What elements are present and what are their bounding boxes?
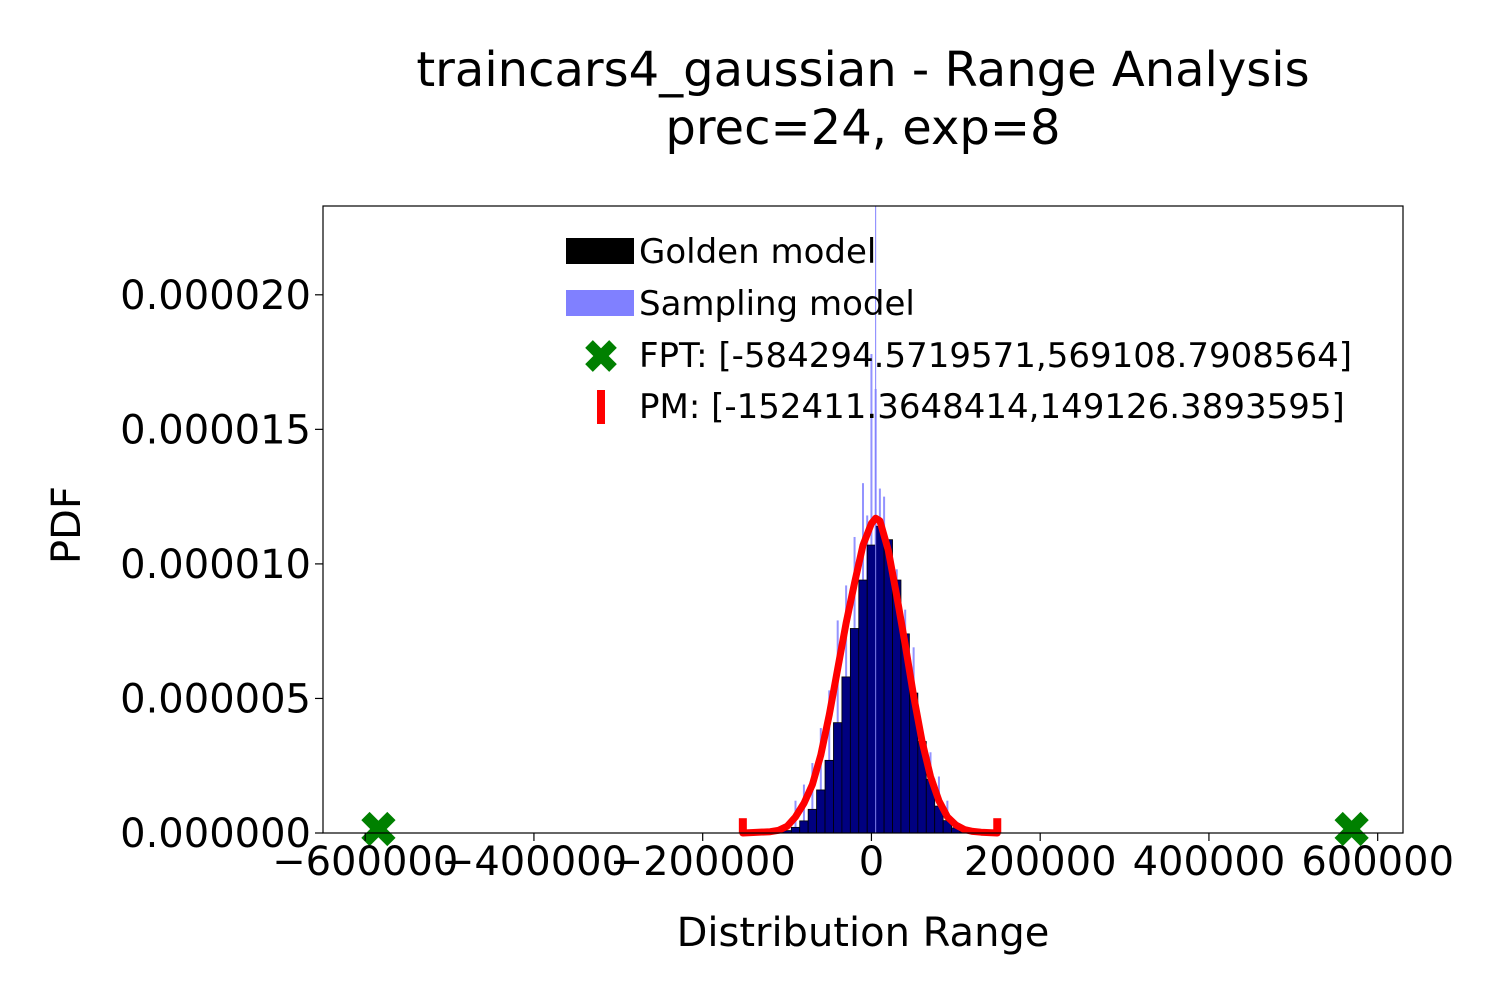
- x-tick-label: −600000: [272, 839, 458, 885]
- golden-bar: [866, 544, 877, 834]
- golden-bar: [849, 628, 860, 834]
- x-tick-label: 600000: [1301, 839, 1454, 885]
- y-tick-label: 0.000010: [120, 542, 311, 588]
- x-axis: −600000−400000−200000 0 200000 400000 600000: [272, 833, 1454, 885]
- pm-curve: [739, 514, 1001, 837]
- legend-entry: Sampling model: [566, 284, 915, 324]
- legend-entry: PM: [-152411.3648414,149126.3893595]: [597, 387, 1345, 427]
- fpt-max-marker: [1334, 811, 1369, 847]
- x-axis-label: Distribution Range: [677, 910, 1050, 956]
- golden-bar: [875, 525, 885, 834]
- golden-bar: [807, 808, 817, 834]
- chart-title: traincars4_gaussian - Range Analysis: [416, 42, 1309, 98]
- legend: Golden model Sampling model FPT: [-584294.…: [566, 232, 1352, 427]
- x-tick-label: −400000: [441, 839, 627, 885]
- x-tick-label: 400000: [1133, 839, 1286, 885]
- y-tick-label: 0.000000: [120, 811, 311, 857]
- x-tick-label: 200000: [964, 839, 1117, 885]
- golden-bar: [824, 759, 834, 834]
- golden-bar: [790, 826, 801, 834]
- sampling-bar: [811, 763, 814, 833]
- golden-bar: [841, 676, 851, 834]
- plot-area: [361, 206, 1369, 847]
- legend-label: PM: [-152411.3648414,149126.3893595]: [639, 387, 1345, 427]
- golden-bar: [833, 722, 843, 834]
- legend-entry: FPT: [-584294.5719571,569108.7908564]: [585, 336, 1352, 376]
- x-tick-label: −200000: [610, 839, 796, 885]
- y-tick-label: 0.000020: [120, 273, 311, 319]
- legend-swatch: [566, 238, 634, 264]
- legend-label: FPT: [-584294.5719571,569108.7908564]: [639, 336, 1352, 376]
- fpt-min-marker: [361, 811, 396, 847]
- y-tick-label: 0.000015: [120, 407, 311, 453]
- y-axis: 0.000000 0.000005 0.000010 0.000015 0.000020: [120, 273, 323, 857]
- legend-x-marker: [585, 340, 617, 372]
- golden-bar: [799, 820, 809, 834]
- sampling-bar: [819, 728, 822, 833]
- legend-label: Sampling model: [639, 284, 915, 324]
- x-tick-label: 0: [859, 839, 884, 885]
- golden-bar: [858, 579, 868, 834]
- chart-subtitle: prec=24, exp=8: [665, 100, 1060, 156]
- golden-bar: [816, 789, 826, 834]
- legend-entry: Golden model: [566, 232, 876, 272]
- y-tick-label: 0.000005: [120, 676, 311, 722]
- y-axis-label: PDF: [44, 486, 90, 564]
- legend-label: Golden model: [639, 232, 876, 272]
- plot-frame: [322, 205, 1404, 834]
- legend-swatch: [566, 290, 634, 316]
